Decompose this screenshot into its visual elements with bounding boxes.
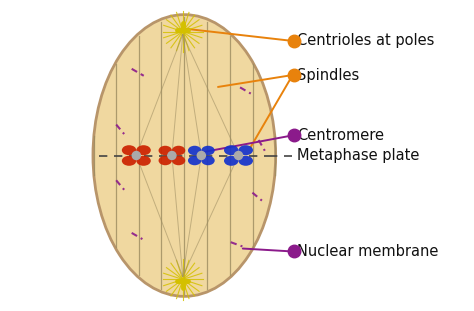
Text: Centromere: Centromere: [297, 128, 383, 143]
Ellipse shape: [201, 156, 215, 165]
Ellipse shape: [158, 146, 172, 155]
Text: Spindles: Spindles: [297, 67, 359, 82]
Text: Nuclear membrane: Nuclear membrane: [297, 244, 438, 259]
Ellipse shape: [122, 156, 137, 166]
Circle shape: [132, 151, 140, 160]
Ellipse shape: [188, 146, 201, 155]
Ellipse shape: [158, 156, 172, 165]
Ellipse shape: [172, 146, 185, 155]
Ellipse shape: [188, 156, 201, 165]
Ellipse shape: [224, 145, 238, 155]
Ellipse shape: [93, 15, 276, 296]
Ellipse shape: [122, 145, 137, 155]
Ellipse shape: [172, 156, 185, 165]
Text: Centrioles at poles: Centrioles at poles: [297, 34, 434, 49]
Ellipse shape: [238, 145, 253, 155]
Ellipse shape: [137, 145, 151, 155]
Circle shape: [235, 151, 243, 160]
Ellipse shape: [238, 156, 253, 166]
Text: Metaphase plate: Metaphase plate: [297, 148, 419, 163]
Ellipse shape: [137, 156, 151, 166]
Ellipse shape: [201, 146, 215, 155]
Circle shape: [168, 151, 176, 160]
Circle shape: [197, 151, 205, 160]
Ellipse shape: [224, 156, 238, 166]
